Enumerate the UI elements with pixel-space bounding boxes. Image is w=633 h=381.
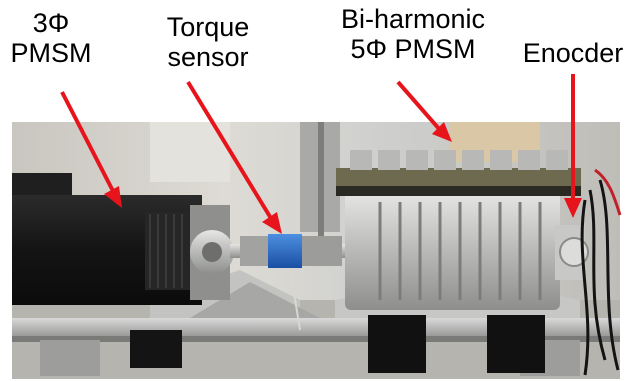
label-encoder: Enocder bbox=[514, 38, 632, 68]
torque-sensor-body bbox=[268, 234, 302, 268]
annotation-arrows bbox=[60, 74, 582, 234]
motor-5phase-body bbox=[336, 150, 589, 310]
label-line: Enocder bbox=[522, 38, 624, 68]
arrow-3phase-pmsm bbox=[60, 91, 122, 208]
motor-3phase-body bbox=[12, 173, 234, 305]
label-torque-sensor: Torque sensor bbox=[148, 12, 268, 72]
label-line: Bi-harmonic bbox=[340, 4, 486, 34]
label-line: Torque bbox=[166, 12, 250, 42]
motor-foot bbox=[130, 330, 182, 368]
drive-shaft bbox=[230, 234, 360, 331]
arrow-5phase-pmsm bbox=[396, 80, 452, 142]
arrow-encoder bbox=[564, 74, 582, 218]
cables bbox=[580, 179, 620, 376]
label-3phase-pmsm: 3Φ PMSM bbox=[6, 8, 96, 68]
label-line: 5Φ PMSM bbox=[350, 34, 476, 64]
motor-foot bbox=[368, 315, 426, 373]
arrow-torque-sensor bbox=[186, 80, 282, 234]
label-line: PMSM bbox=[10, 38, 92, 68]
label-bi-harmonic-pmsm: Bi-harmonic 5Φ PMSM bbox=[318, 4, 508, 64]
label-line: sensor bbox=[167, 42, 249, 72]
terminal-board bbox=[336, 168, 581, 188]
motor-foot bbox=[487, 315, 545, 373]
label-line: 3Φ bbox=[32, 8, 70, 38]
